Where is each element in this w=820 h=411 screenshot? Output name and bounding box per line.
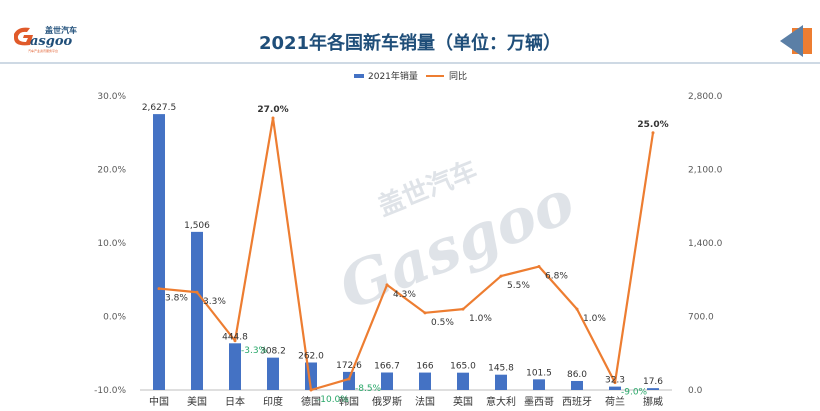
x-axis-category-label: 美国 <box>187 395 207 408</box>
bar-value-label: 17.6 <box>643 377 663 387</box>
line-point <box>385 283 389 287</box>
x-axis-category-label: 荷兰 <box>605 395 625 408</box>
bar-series <box>153 114 659 391</box>
bar <box>229 343 241 390</box>
line-point <box>537 265 541 269</box>
legend-bar-swatch <box>354 74 364 78</box>
bar-value-label: 444.8 <box>222 332 248 342</box>
yoy-value-label: 27.0% <box>257 105 288 115</box>
right-axis-tick-label: 700.0 <box>688 313 714 323</box>
yoy-value-label: 0.5% <box>431 318 454 328</box>
bar-value-label: 2,627.5 <box>142 103 176 113</box>
line-point <box>461 307 465 311</box>
bar <box>495 374 507 390</box>
line-point <box>613 381 617 385</box>
right-axis-tick-label: 2,800.0 <box>688 92 723 102</box>
left-axis-tick-label: 20.0% <box>97 166 126 176</box>
watermark: Gasgoo 盖世汽车 <box>330 155 584 324</box>
bar-value-label: 32.3 <box>605 376 625 386</box>
legend-bar-label: 2021年销量 <box>368 70 418 82</box>
logo-g-mark <box>14 27 33 46</box>
x-axis-category-label: 挪威 <box>643 395 663 408</box>
bar <box>153 114 165 391</box>
line-point <box>233 339 237 343</box>
line-point <box>499 274 503 278</box>
left-axis-tick-label: 0.0% <box>103 313 126 323</box>
left-axis-tick-label: -10.0% <box>94 386 126 396</box>
logo-tagline: 汽车产业资讯服务平台 <box>28 48 58 53</box>
left-axis-tick-label: 30.0% <box>97 92 126 102</box>
yoy-value-label: 1.0% <box>583 314 606 324</box>
yoy-value-label: 5.5% <box>507 281 530 291</box>
line-point <box>347 377 351 381</box>
yoy-value-label: 3.3% <box>203 297 226 307</box>
bar <box>343 371 355 390</box>
line-point <box>195 290 199 294</box>
right-axis-tick-label: 1,400.0 <box>688 239 723 249</box>
bar <box>419 372 431 390</box>
axes: 30.0% 20.0% 10.0% 0.0% -10.0% 2,800.0 2,100.0 1… <box>94 92 722 408</box>
bar-value-label: 308.2 <box>260 347 286 357</box>
bar-value-label: 172.6 <box>336 361 362 371</box>
legend-line-label: 同比 <box>449 70 467 82</box>
data-labels: 2,627.5 1,506 444.8 308.2 262.0 172.6 166.7 166… <box>142 103 669 405</box>
bar-value-label: 165.0 <box>450 362 476 372</box>
line-series <box>157 116 655 392</box>
line-point <box>423 311 427 315</box>
bar <box>381 372 393 390</box>
x-axis-category-label: 俄罗斯 <box>372 395 402 408</box>
yoy-value-label: 4.3% <box>393 290 416 300</box>
bar-value-label: 262.0 <box>298 351 324 361</box>
bar-value-label: 166.7 <box>374 361 400 371</box>
line-point <box>309 388 313 392</box>
left-axis-tick-label: 10.0% <box>97 239 126 249</box>
bar <box>647 388 659 390</box>
legend: 2021年销量 同比 <box>354 70 467 82</box>
yoy-value-label: 6.8% <box>545 272 568 282</box>
bar <box>533 379 545 390</box>
x-axis-category-label: 西班牙 <box>562 396 592 408</box>
yoy-line <box>158 116 655 392</box>
line-point <box>157 287 161 291</box>
bar-value-label: 101.5 <box>526 368 552 378</box>
yoy-value-label: -10.0% <box>317 395 349 405</box>
logo-brand-text: asgoo <box>30 34 73 49</box>
yoy-value-label: 25.0% <box>637 120 668 130</box>
x-axis-category-label: 韩国 <box>339 395 359 408</box>
yoy-value-label: 1.0% <box>469 314 492 324</box>
x-axis-category-label: 法国 <box>415 395 435 408</box>
line-point <box>271 116 275 120</box>
right-axis-tick-label: 0.0 <box>688 386 703 396</box>
line-point <box>575 307 579 311</box>
yoy-value-label: 3.8% <box>165 294 188 304</box>
bar <box>571 380 583 390</box>
x-axis-category-label: 印度 <box>263 395 283 408</box>
bar-value-label: 1,506 <box>184 221 210 231</box>
yoy-value-label: -8.5% <box>355 384 382 394</box>
chart-title: 2021年各国新车销量（单位：万辆） <box>259 32 561 54</box>
x-axis-category-label: 德国 <box>301 395 321 408</box>
bar-value-label: 166 <box>416 362 433 372</box>
logo-brand-cn: 盖世汽车 <box>45 25 77 35</box>
bar <box>457 372 469 390</box>
gasgoo-logo: asgoo 盖世汽车 汽车产业资讯服务平台 <box>14 25 77 53</box>
x-axis-category-label: 英国 <box>453 395 473 408</box>
bar <box>609 386 621 390</box>
yoy-value-label: -9.0% <box>621 388 648 398</box>
bar-value-label: 145.8 <box>488 364 514 374</box>
yoy-value-label: -3.3% <box>241 346 268 356</box>
bar <box>267 357 279 390</box>
x-axis-category-label: 意大利 <box>486 395 516 408</box>
x-axis-category-label: 中国 <box>149 395 169 408</box>
bar <box>191 231 203 390</box>
x-axis-category-label: 墨西哥 <box>524 396 554 408</box>
bar-value-label: 86.0 <box>567 370 587 380</box>
x-axis-category-label: 日本 <box>225 395 245 408</box>
corner-arrow-icon <box>780 25 812 57</box>
right-axis-tick-label: 2,100.0 <box>688 166 723 176</box>
line-point <box>651 131 655 135</box>
